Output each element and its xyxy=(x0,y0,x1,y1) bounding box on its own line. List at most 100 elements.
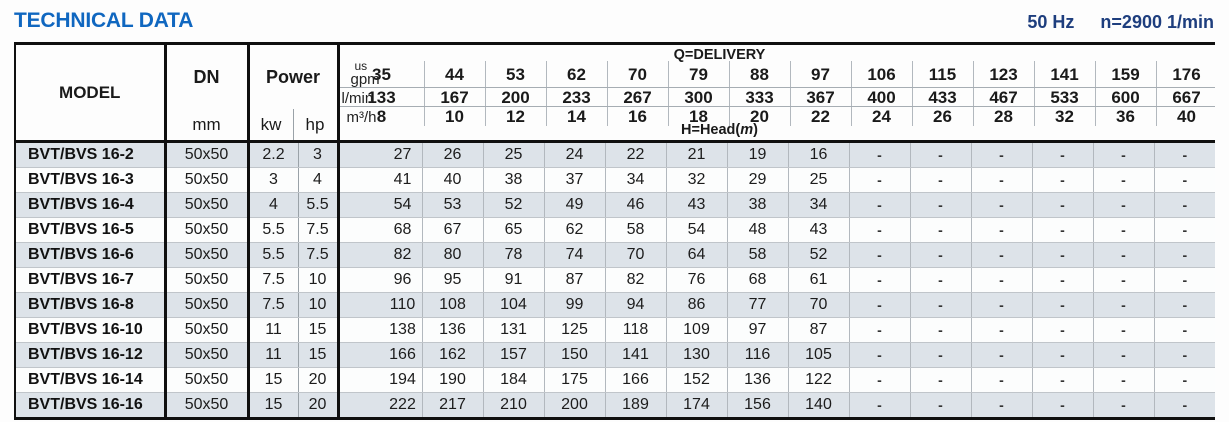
technical-data-table: MODEL DN mm Power kw hp xyxy=(14,42,1217,420)
head-value-cell: - xyxy=(849,317,911,343)
head-value-cell: - xyxy=(1032,141,1094,168)
head-value-cell: 25 xyxy=(788,167,850,193)
head-value-cell: - xyxy=(1154,342,1216,368)
usgpm-value: 35 xyxy=(372,64,391,84)
head-value-cell: 116 xyxy=(727,342,789,368)
dn-cell: 50x50 xyxy=(165,141,250,168)
head-value-cell: - xyxy=(971,292,1033,318)
dn-unit-label: mm xyxy=(192,114,221,134)
model-cell: BVT/BVS 16-6 xyxy=(14,242,167,268)
usgpm-value: 141 xyxy=(1033,61,1095,87)
head-value-cell: 68 xyxy=(727,267,789,293)
head-value-cell: 32 xyxy=(666,167,728,193)
usgpm-value: 79 xyxy=(667,61,729,87)
head-value-cell: 99 xyxy=(544,292,606,318)
head-value-cell: - xyxy=(1154,267,1216,293)
head-value-cell: 130 xyxy=(666,342,728,368)
head-value-cell: 21 xyxy=(666,141,728,168)
lmin-value: 533 xyxy=(1033,88,1095,107)
m3h-value: 16 xyxy=(606,107,668,126)
lmin-value: 233 xyxy=(545,88,607,107)
table-row: BVT/BVS 16-7 50x50 7.5 10 96 95 91 87 82 76 68 61- -… xyxy=(14,267,1216,293)
kw-cell: 5.5 xyxy=(248,217,299,243)
head-value-cell: 141 xyxy=(605,342,667,368)
head-value-cell: 97 xyxy=(727,317,789,343)
head-value-cell: 110 xyxy=(338,292,423,318)
model-cell: BVT/BVS 16-8 xyxy=(14,292,167,318)
head-value-cell: - xyxy=(1154,192,1216,218)
head-value-cell: 156 xyxy=(727,392,789,420)
head-value-cell: - xyxy=(971,217,1033,243)
head-value-cell: 80 xyxy=(422,242,484,268)
head-value-cell: - xyxy=(849,292,911,318)
m3h-value: 24 xyxy=(850,107,912,126)
head-value-cell: 48 xyxy=(727,217,789,243)
head-value-cell: - xyxy=(1154,167,1216,193)
table-header-row: MODEL DN mm Power kw hp xyxy=(14,43,1217,143)
hp-cell: 20 xyxy=(298,392,340,420)
head-value-cell: - xyxy=(1032,342,1094,368)
usgpm-value: 159 xyxy=(1094,61,1156,87)
hp-cell: 5.5 xyxy=(298,192,340,218)
m3h-value: 22 xyxy=(789,107,851,126)
kw-cell: 7.5 xyxy=(248,267,299,293)
model-cell: BVT/BVS 16-7 xyxy=(14,267,167,293)
kw-cell: 5.5 xyxy=(248,242,299,268)
m3h-value: 28 xyxy=(972,107,1034,126)
model-cell: BVT/BVS 16-12 xyxy=(14,342,167,368)
dn-cell: 50x50 xyxy=(165,342,250,368)
usgpm-unit-label: us gpm xyxy=(350,59,380,88)
m3h-value: 26 xyxy=(911,107,973,126)
dn-cell: 50x50 xyxy=(165,367,250,393)
head-value-cell: 162 xyxy=(422,342,484,368)
head-value-cell: - xyxy=(910,192,972,218)
head-value-cell: - xyxy=(910,317,972,343)
head-value-cell: 87 xyxy=(788,317,850,343)
head-label: H=Head(m) xyxy=(681,122,758,138)
head-value-cell: 118 xyxy=(605,317,667,343)
usgpm-value: 115 xyxy=(911,61,973,87)
m3h-value: 32 xyxy=(1033,107,1095,126)
dn-cell: 50x50 xyxy=(165,267,250,293)
head-value-cell: 37 xyxy=(544,167,606,193)
kw-cell: 15 xyxy=(248,367,299,393)
hp-cell: 7.5 xyxy=(298,217,340,243)
head-value-cell: - xyxy=(1093,217,1155,243)
table-row: BVT/BVS 16-8 50x50 7.5 10 110 108 104 99 94 86 77 7… xyxy=(14,292,1216,318)
head-value-cell: - xyxy=(1154,217,1216,243)
lmin-value: 467 xyxy=(972,88,1034,107)
flow-row-lmin: l/min 133 167 200 233 267 300 333 367 400 433 467 5… xyxy=(339,87,1216,107)
table-body: BVT/BVS 16-2 50x50 2.2 3 27 26 25 24 22 21 19 16- - -… xyxy=(14,141,1216,420)
m3h-value: 36 xyxy=(1094,107,1156,126)
head-value-cell: 105 xyxy=(788,342,850,368)
model-cell: BVT/BVS 16-4 xyxy=(14,192,167,218)
head-value-cell: - xyxy=(849,242,911,268)
hp-cell: 20 xyxy=(298,367,340,393)
head-value-cell: - xyxy=(971,141,1033,168)
head-value-cell: - xyxy=(1093,342,1155,368)
head-value-cell: 62 xyxy=(544,217,606,243)
lmin-value: 267 xyxy=(606,88,668,107)
kw-cell: 4 xyxy=(248,192,299,218)
head-value-cell: - xyxy=(1093,192,1155,218)
head-value-cell: 166 xyxy=(338,342,423,368)
head-value-cell: 86 xyxy=(666,292,728,318)
lmin-value: 600 xyxy=(1094,88,1156,107)
head-value-cell: - xyxy=(971,267,1033,293)
usgpm-value: 70 xyxy=(606,61,668,87)
lmin-value: 300 xyxy=(667,88,729,107)
hp-cell: 15 xyxy=(298,342,340,368)
head-value-cell: 19 xyxy=(727,141,789,168)
kw-cell: 11 xyxy=(248,317,299,343)
head-value-cell: - xyxy=(849,367,911,393)
m3h-value: 40 xyxy=(1155,107,1217,126)
hp-cell: 10 xyxy=(298,267,340,293)
head-value-cell: 38 xyxy=(727,192,789,218)
head-value-cell: - xyxy=(1032,367,1094,393)
lmin-value: 167 xyxy=(423,88,485,107)
hp-cell: 15 xyxy=(298,317,340,343)
head-value-cell: - xyxy=(971,317,1033,343)
head-value-cell: 67 xyxy=(422,217,484,243)
head-value-cell: 138 xyxy=(338,317,423,343)
head-value-cell: - xyxy=(849,141,911,168)
